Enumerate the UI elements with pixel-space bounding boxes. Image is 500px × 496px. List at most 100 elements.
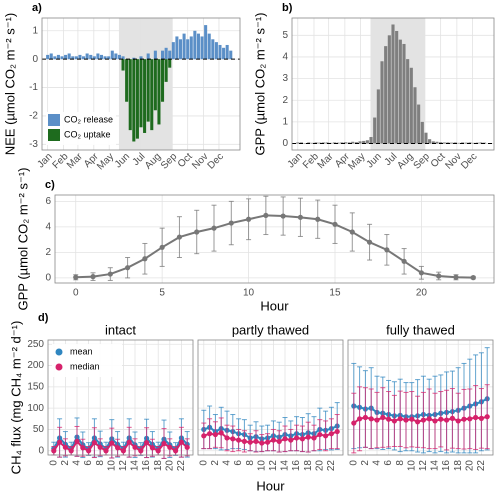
- bar: [117, 54, 121, 60]
- x-axis-title: Hour: [260, 298, 289, 313]
- bar: [229, 50, 233, 60]
- panel-border: [197, 339, 344, 456]
- y-tick-label: 4: [45, 222, 51, 233]
- bar: [139, 56, 143, 60]
- point: [62, 444, 68, 450]
- bar: [107, 56, 111, 60]
- bar: [387, 35, 391, 144]
- bar: [49, 53, 53, 60]
- x-tick-label: 18: [453, 460, 464, 472]
- point: [426, 416, 432, 422]
- bar: [146, 59, 150, 122]
- point: [467, 416, 473, 422]
- x-tick-label: 10: [406, 460, 417, 472]
- point: [270, 437, 276, 443]
- bar: [343, 142, 347, 144]
- bar: [310, 142, 314, 144]
- point: [418, 270, 425, 276]
- legend-box: [52, 344, 122, 377]
- point: [438, 416, 444, 422]
- bar: [358, 141, 362, 144]
- point: [484, 414, 490, 420]
- point: [473, 414, 479, 421]
- bar: [299, 142, 303, 144]
- point: [315, 216, 321, 222]
- point: [366, 239, 373, 245]
- point: [247, 439, 253, 445]
- bar: [384, 46, 388, 144]
- x-tick-label: 12: [268, 460, 279, 472]
- y-tick-label: 0: [282, 138, 288, 149]
- bar: [53, 56, 57, 60]
- bar: [391, 24, 395, 144]
- panel-border: [41, 17, 241, 151]
- panel-background: [348, 340, 493, 455]
- legend-swatch: [48, 129, 60, 141]
- point: [68, 448, 74, 454]
- point: [51, 448, 57, 454]
- bar: [82, 56, 86, 60]
- panel-border: [47, 339, 194, 456]
- y-tick-label: 3: [282, 73, 288, 84]
- x-tick-label: 6: [83, 460, 94, 466]
- x-tick-label: Oct: [176, 151, 195, 170]
- bar: [413, 87, 417, 144]
- point: [212, 431, 218, 438]
- x-axis-title: Hour: [256, 478, 285, 493]
- bar: [132, 57, 136, 60]
- x-tick-label: Dec: [206, 151, 226, 171]
- point: [115, 445, 121, 451]
- point: [120, 448, 126, 454]
- legend-swatch: [55, 348, 63, 356]
- point: [351, 420, 357, 426]
- point: [323, 433, 329, 439]
- bar: [193, 30, 197, 60]
- bar: [85, 53, 89, 60]
- bar: [380, 61, 384, 144]
- bar: [468, 142, 472, 144]
- x-tick-label: 20: [464, 460, 475, 472]
- point: [357, 416, 363, 422]
- point: [91, 440, 97, 446]
- point: [142, 256, 148, 262]
- bar: [428, 139, 432, 144]
- legend-swatch: [48, 114, 60, 126]
- point: [173, 448, 179, 454]
- bar: [146, 53, 150, 60]
- y-tick-label: 2: [45, 247, 51, 258]
- x-tick-label: 2: [210, 460, 221, 466]
- legend-label: CO₂ release: [64, 114, 113, 124]
- point: [201, 433, 207, 439]
- bar: [435, 141, 439, 144]
- point: [478, 415, 484, 421]
- x-tick-label: 0: [48, 460, 59, 466]
- facet-title: partly thawed: [232, 322, 309, 337]
- point: [332, 221, 338, 227]
- point: [138, 448, 144, 454]
- bar: [153, 59, 157, 111]
- x-tick-label: 20: [314, 460, 325, 472]
- point: [349, 229, 355, 235]
- bar: [182, 33, 186, 60]
- y-tick-label: 50: [33, 424, 45, 435]
- facet-title: intact: [105, 322, 136, 337]
- point: [132, 444, 138, 450]
- bar: [431, 141, 435, 144]
- point: [86, 448, 92, 454]
- x-tick-label: 0: [348, 460, 359, 466]
- bar: [153, 50, 157, 60]
- point: [107, 271, 113, 277]
- x-tick-label: 14: [130, 460, 141, 472]
- x-tick-label: 4: [72, 460, 83, 466]
- point: [73, 274, 79, 280]
- y-tick-label: 200: [27, 360, 44, 371]
- y-tick-label: 2: [282, 95, 288, 106]
- x-tick-label: 22: [326, 460, 337, 472]
- y-tick-label: 150: [27, 381, 44, 392]
- x-tick-label: 2: [360, 460, 371, 466]
- bar: [318, 142, 322, 144]
- x-tick-label: 14: [430, 460, 441, 472]
- x-tick-label: Jun: [113, 151, 132, 170]
- x-tick-label: 10: [243, 288, 255, 299]
